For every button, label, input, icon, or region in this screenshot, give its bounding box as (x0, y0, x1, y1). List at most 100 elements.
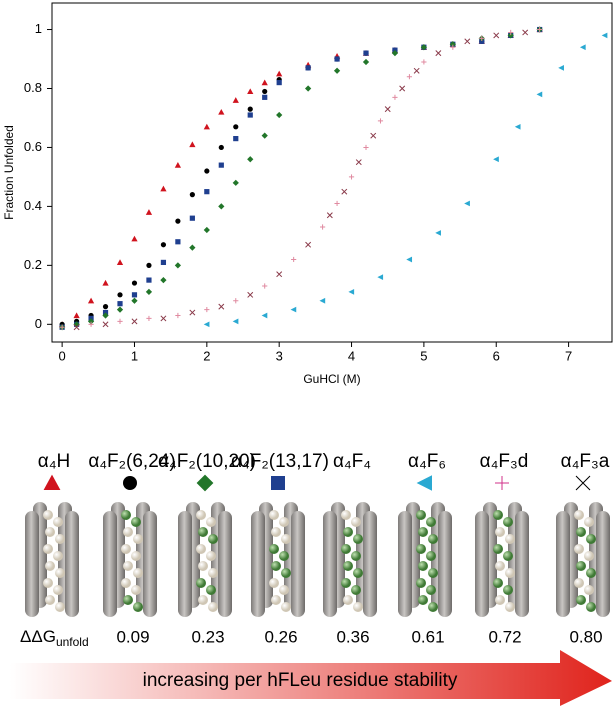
ddg-sub: unfold (56, 635, 89, 649)
marker (319, 297, 326, 304)
residue (343, 527, 353, 537)
residue (53, 585, 63, 595)
residue (495, 595, 505, 605)
ddg-value: 0.80 (569, 627, 602, 646)
residue (341, 510, 351, 520)
marker (204, 168, 210, 174)
helix-bundle (556, 502, 610, 617)
residue (495, 527, 505, 537)
helix-bundle (25, 502, 79, 617)
residue (198, 561, 208, 571)
ddg-value: 0.36 (336, 627, 369, 646)
ddg-main: ΔΔG (20, 627, 56, 646)
marker (271, 476, 285, 490)
marker (175, 312, 181, 319)
variant-label: α₄F₆ (408, 451, 446, 472)
x-tick-label: 3 (276, 348, 283, 363)
marker (261, 132, 268, 139)
marker (362, 58, 370, 66)
marker (450, 44, 456, 50)
marker (102, 312, 109, 319)
residue (55, 534, 65, 544)
residue (353, 568, 363, 578)
marker (160, 185, 167, 192)
marker (175, 218, 181, 224)
residue (428, 534, 438, 544)
stability-arrow (10, 650, 612, 706)
arrow-text: increasing per hFLeu residue stability (143, 670, 458, 691)
residue (271, 595, 281, 605)
marker (247, 88, 254, 95)
marker (507, 32, 514, 39)
residue (269, 578, 279, 588)
residue (43, 544, 53, 554)
marker (131, 280, 138, 286)
residue (198, 595, 208, 605)
residue (43, 510, 53, 520)
marker (262, 88, 268, 95)
x-tick-label: 1 (131, 348, 138, 363)
residue (576, 561, 586, 571)
residue (55, 602, 65, 612)
helix (556, 511, 570, 617)
marker (160, 276, 167, 284)
residue (279, 551, 289, 561)
residue (503, 517, 513, 527)
marker (522, 29, 529, 36)
marker (203, 321, 210, 328)
marker (575, 475, 591, 491)
x-tick-label: 7 (565, 348, 572, 363)
marker (464, 38, 471, 45)
marker (88, 321, 94, 327)
residue (574, 510, 584, 520)
residue (208, 568, 218, 578)
marker (413, 67, 420, 74)
residue (53, 517, 63, 527)
marker (558, 64, 564, 71)
residue (505, 534, 515, 544)
residue (416, 510, 426, 520)
y-tick-label: 1 (35, 21, 42, 36)
marker (370, 132, 377, 139)
residue (206, 517, 216, 527)
marker (203, 226, 210, 234)
marker (189, 244, 196, 251)
residue (279, 517, 289, 527)
residue (584, 585, 594, 595)
residue (43, 578, 53, 588)
helix (515, 511, 529, 617)
residue (196, 510, 206, 520)
marker (355, 159, 362, 166)
marker (160, 315, 167, 322)
marker (116, 306, 124, 313)
marker (189, 141, 196, 148)
residue (133, 568, 143, 578)
marker (334, 56, 340, 62)
residue (341, 578, 351, 588)
helix (363, 511, 377, 617)
residue (121, 510, 131, 520)
marker (449, 41, 456, 48)
marker (117, 292, 123, 298)
marker (232, 179, 239, 186)
helix (178, 511, 192, 617)
residue (123, 527, 133, 537)
marker (174, 262, 182, 269)
marker (145, 209, 153, 215)
marker (363, 144, 369, 151)
marker (326, 212, 333, 219)
residue (586, 568, 596, 578)
helix-bundle (251, 502, 305, 617)
y-tick-label: 0.2 (24, 257, 42, 272)
x-tick-label: 4 (348, 348, 355, 363)
marker (319, 224, 326, 230)
variant-label: α₄F₂(13,17) (231, 451, 329, 472)
residue (503, 551, 513, 561)
residue (505, 568, 515, 578)
residue (208, 602, 218, 612)
residue (353, 602, 363, 612)
residue (279, 585, 289, 595)
residue (351, 517, 361, 527)
helix (291, 511, 305, 617)
marker (479, 35, 485, 41)
